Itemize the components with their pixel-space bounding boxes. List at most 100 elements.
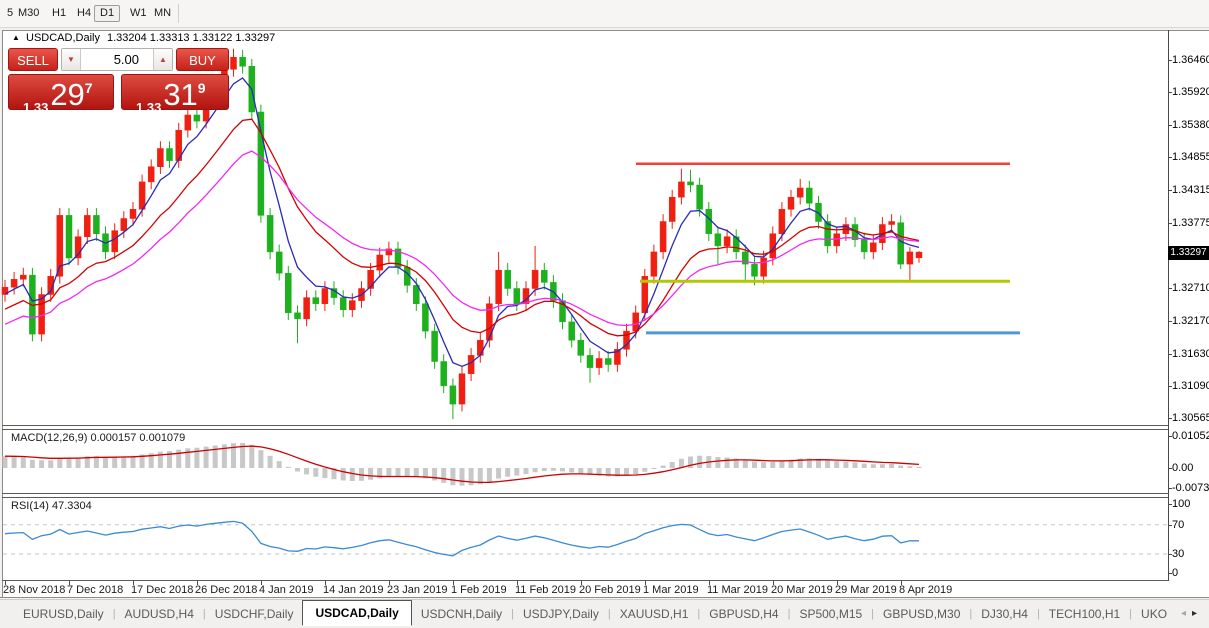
chart-tab-xauusd-h1[interactable]: XAUUSD,H1 xyxy=(619,607,689,621)
date-axis-label: 28 Nov 2018 xyxy=(3,584,66,596)
sell-price-box[interactable]: 1.33297 xyxy=(8,74,114,115)
price-axis-label: 1.31090 xyxy=(1172,380,1209,393)
tab-separator: | xyxy=(607,608,611,620)
volume-decrease-button[interactable]: ▼ xyxy=(62,49,81,70)
chart-tab-sp500-m15[interactable]: SP500,M15 xyxy=(799,607,863,621)
price-axis-tick xyxy=(1168,60,1172,61)
chart-title-symbol: USDCAD,Daily xyxy=(26,32,100,44)
volume-spinner: ▼ 5.00 ▲ xyxy=(61,48,173,71)
indicator-axis-tick xyxy=(1168,525,1172,526)
tab-separator: | xyxy=(511,608,515,620)
indicator-axis-tick xyxy=(1168,504,1172,505)
date-axis-label: 4 Jan 2019 xyxy=(259,584,314,596)
price-axis-tick xyxy=(1168,354,1172,355)
chart-tab-dj30-h4[interactable]: DJ30,H4 xyxy=(981,607,1028,621)
price-axis-tick xyxy=(1168,92,1172,93)
macd-label: MACD(12,26,9) 0.000157 0.001079 xyxy=(11,432,186,444)
date-axis-tick xyxy=(709,581,710,585)
date-axis-label: 20 Mar 2019 xyxy=(771,584,833,596)
chart-tab-gbpusd-m30[interactable]: GBPUSD,M30 xyxy=(883,607,961,621)
tab-scroll-left-icon[interactable]: ◂ xyxy=(1180,608,1192,619)
date-axis-label: 1 Mar 2019 xyxy=(643,584,699,596)
tab-separator: | xyxy=(1036,608,1040,620)
rsi-pane-bottom-border xyxy=(2,580,1168,581)
date-axis-tick xyxy=(453,581,454,585)
price-axis-tick xyxy=(1168,157,1172,158)
window-bottom-border xyxy=(0,597,1209,598)
tab-separator: | xyxy=(969,608,973,620)
buy-price-box[interactable]: 1.33319 xyxy=(121,74,229,115)
price-axis-label: 1.35920 xyxy=(1172,86,1209,99)
date-axis-label: 26 Dec 2018 xyxy=(195,584,258,596)
sell-button[interactable]: SELL xyxy=(8,48,58,71)
toolbar-separator xyxy=(178,4,179,23)
chart-tab-audusd-h4[interactable]: AUDUSD,H4 xyxy=(124,607,194,621)
chart-tab-usdchf-daily[interactable]: USDCHF,Daily xyxy=(214,607,294,621)
buy-price-pip: 9 xyxy=(197,80,206,96)
date-axis-tick xyxy=(325,581,326,585)
current-price-badge: 1.33297 xyxy=(1168,246,1209,260)
chart-tab-usdcad-daily[interactable]: USDCAD,Daily xyxy=(302,600,412,626)
tab-separator: | xyxy=(1129,608,1133,620)
date-axis-label: 1 Feb 2019 xyxy=(451,584,507,596)
timeframe-button-5[interactable]: 5 xyxy=(7,7,14,19)
indicator-axis-label: 0.00 xyxy=(1172,462,1194,474)
price-axis-tick xyxy=(1168,288,1172,289)
price-axis-tick xyxy=(1168,321,1172,322)
sell-price-pip: 7 xyxy=(84,80,93,96)
chart-tab-uko[interactable]: UKO xyxy=(1141,607,1168,621)
timeframe-button-h4[interactable]: H4 xyxy=(77,7,92,19)
rsi-pane-top-border[interactable] xyxy=(2,497,1168,498)
price-axis-label: 1.35380 xyxy=(1172,119,1209,132)
chart-tab-gbpusd-h4[interactable]: GBPUSD,H4 xyxy=(709,607,779,621)
macd-pane-bottom-border[interactable] xyxy=(2,493,1168,494)
timeframe-button-mn[interactable]: MN xyxy=(154,7,172,19)
sell-price-handle: 1.33 xyxy=(23,100,49,115)
buy-button[interactable]: BUY xyxy=(176,48,229,71)
date-axis-label: 7 Dec 2018 xyxy=(67,584,124,596)
indicator-axis-tick xyxy=(1168,488,1172,489)
buy-price-main: 31 xyxy=(163,77,198,112)
price-axis-line xyxy=(1168,30,1169,581)
date-axis-tick xyxy=(901,581,902,585)
timeframe-button-m30[interactable]: M30 xyxy=(18,7,40,19)
macd-pane-top-border[interactable] xyxy=(2,429,1168,430)
chart-tab-usdcnh-daily[interactable]: USDCNH,Daily xyxy=(420,607,503,621)
tab-separator: | xyxy=(787,608,791,620)
tab-separator: | xyxy=(871,608,875,620)
indicator-axis-label: 0 xyxy=(1172,567,1179,579)
date-axis-label: 8 Apr 2019 xyxy=(899,584,953,596)
rsi-label: RSI(14) 47.3304 xyxy=(11,500,92,512)
timeframe-button-h1[interactable]: H1 xyxy=(52,7,67,19)
main-pane-border xyxy=(2,425,1168,426)
tab-separator: | xyxy=(697,608,701,620)
date-axis-tick xyxy=(645,581,646,585)
price-axis-label: 1.33775 xyxy=(1172,217,1209,230)
collapse-triangle-icon[interactable]: ▲ xyxy=(12,33,20,42)
sell-price-main: 29 xyxy=(50,77,85,112)
tab-separator: | xyxy=(112,608,116,620)
timeframe-button-w1[interactable]: W1 xyxy=(130,7,147,19)
tab-scroll-right-icon[interactable]: ▸ xyxy=(1191,608,1203,619)
chart-tab-eurusd-daily[interactable]: EURUSD,Daily xyxy=(23,607,104,621)
tab-separator: | xyxy=(202,608,206,620)
timeframe-button-d1[interactable]: D1 xyxy=(94,5,121,22)
date-axis-tick xyxy=(5,581,6,585)
volume-value[interactable]: 5.00 xyxy=(113,52,139,67)
chart-tab-tech100-h1[interactable]: TECH100,H1 xyxy=(1048,607,1121,621)
date-axis-tick xyxy=(517,581,518,585)
price-axis-tick xyxy=(1168,386,1172,387)
indicator-axis-label: 30 xyxy=(1172,548,1185,560)
chart-tab-bar: EURUSD,Daily | AUDUSD,H4 | USDCHF,Daily USDCA… xyxy=(0,599,1209,628)
indicator-axis-label: 70 xyxy=(1172,519,1185,531)
chart-window[interactable] xyxy=(2,30,1209,597)
chart-tab-usdjpy-daily[interactable]: USDJPY,Daily xyxy=(523,607,599,621)
price-axis-tick xyxy=(1168,418,1172,419)
indicator-axis-label: 100 xyxy=(1172,498,1191,510)
volume-increase-button[interactable]: ▲ xyxy=(153,49,172,70)
date-axis-label: 11 Mar 2019 xyxy=(707,584,768,596)
date-axis-label: 29 Mar 2019 xyxy=(835,584,897,596)
date-axis-label: 23 Jan 2019 xyxy=(387,584,448,596)
